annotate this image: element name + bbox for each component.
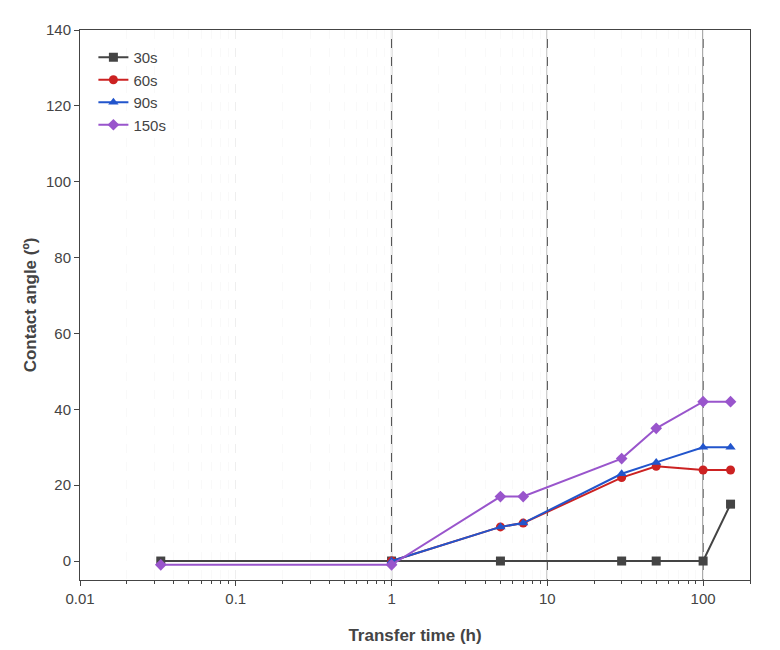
svg-text:30s: 30s [133,49,157,66]
svg-text:90s: 90s [133,94,157,111]
svg-text:140: 140 [46,21,71,38]
svg-text:80: 80 [54,249,71,266]
svg-text:40: 40 [54,401,71,418]
svg-text:100: 100 [46,173,71,190]
svg-text:100: 100 [691,590,716,607]
svg-text:0.01: 0.01 [65,590,94,607]
svg-text:20: 20 [54,476,71,493]
svg-text:Transfer time (h): Transfer time (h) [348,626,481,645]
svg-text:150s: 150s [133,117,166,134]
svg-text:10: 10 [539,590,556,607]
svg-text:0.1: 0.1 [225,590,246,607]
svg-text:60: 60 [54,325,71,342]
svg-text:60s: 60s [133,72,157,89]
svg-text:1: 1 [387,590,395,607]
svg-text:0: 0 [63,552,71,569]
svg-text:Contact angle (º): Contact angle (º) [21,238,40,373]
svg-text:120: 120 [46,97,71,114]
